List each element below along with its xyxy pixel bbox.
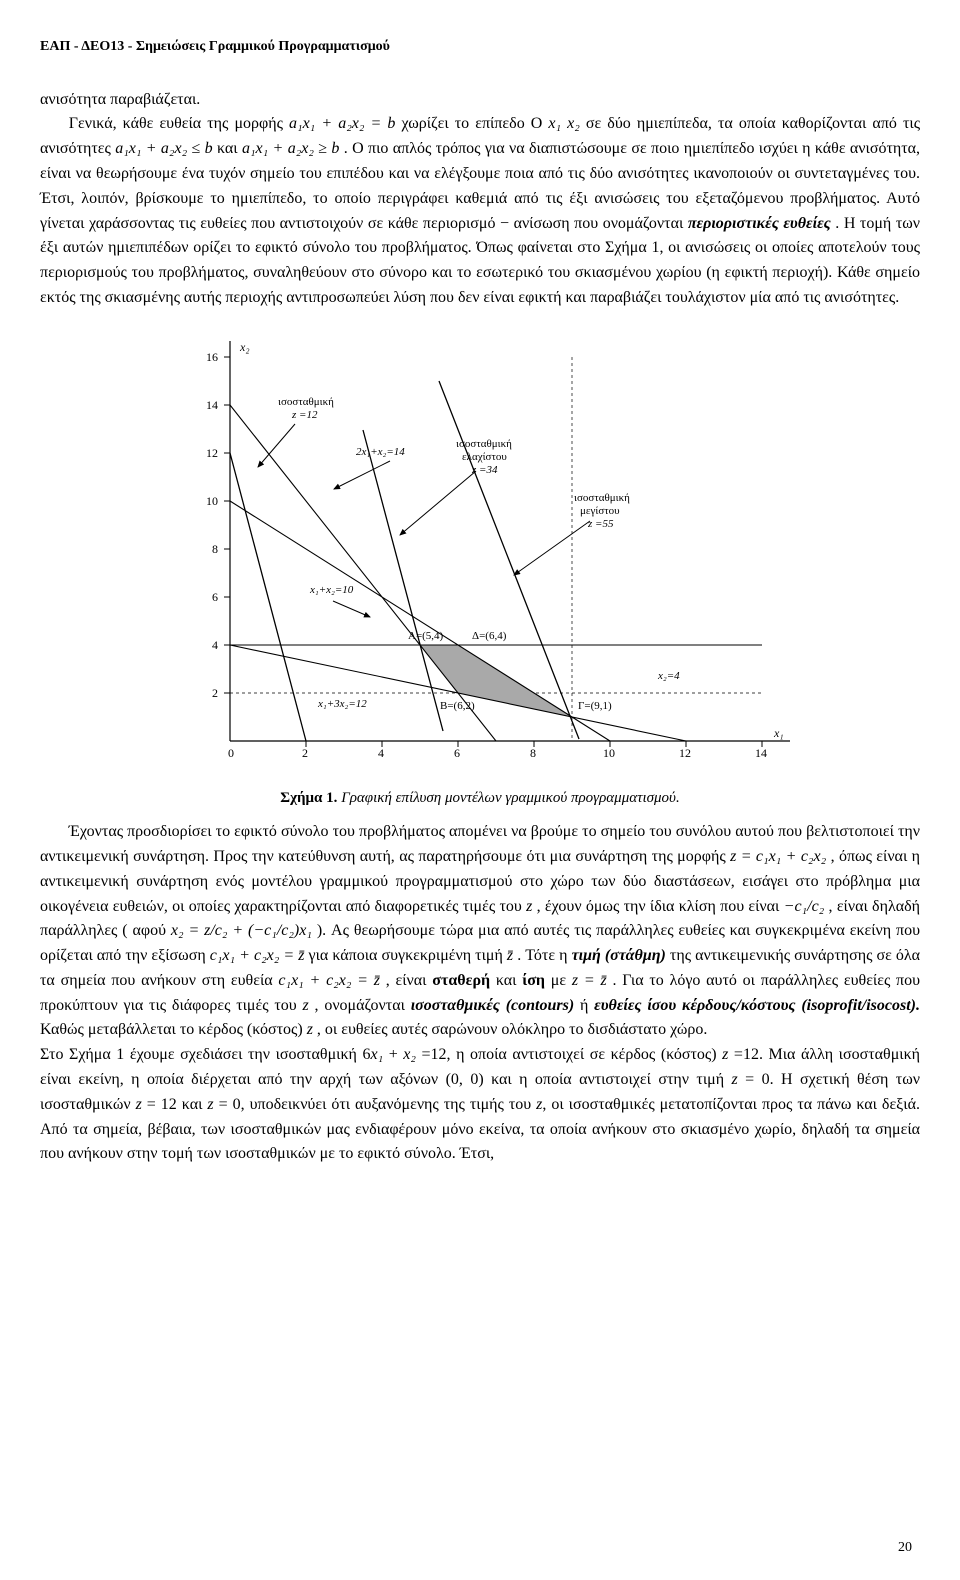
svg-text:2x₁+x₂=14: 2x₁+x₂=14 xyxy=(356,446,405,458)
paragraph-3: Έχοντας προσδιορίσει το εφικτό σύνολο το… xyxy=(40,820,920,1043)
eq-9: c₁x₁ + c₂x₂ = z̄ xyxy=(210,947,305,964)
svg-text:A=(5,4): A=(5,4) xyxy=(408,630,444,642)
svg-text:z =12: z =12 xyxy=(291,409,318,421)
svg-text:ισοσταθμική: ισοσταθμική xyxy=(278,396,334,408)
svg-text:14: 14 xyxy=(755,746,767,760)
svg-text:ισοσταθμική: ισοσταθμική xyxy=(456,438,512,450)
svg-text:2: 2 xyxy=(302,746,308,760)
paragraph-1: ανισότητα παραβιάζεται. xyxy=(40,88,920,113)
svg-text:14: 14 xyxy=(206,398,218,412)
eq-11: c₁x₁ + c₂x₂ = z̄ xyxy=(278,972,380,989)
p3t: Καθώς μεταβάλλεται το κέρδος (κόστος) xyxy=(40,1021,307,1038)
eq-10: z̄ xyxy=(507,947,513,964)
p4a: Στο Σχήμα 1 έχουμε σχεδιάσει την ισοσταθ… xyxy=(40,1046,370,1063)
svg-text:x₁+x₂=10: x₁+x₂=10 xyxy=(309,584,354,596)
caption-lead: Σχήμα 1. xyxy=(280,790,337,806)
svg-text:x₂=4: x₂=4 xyxy=(657,670,680,682)
p2-term-restrictive: περιοριστικές ευθείες xyxy=(688,215,831,232)
svg-text:μεγίστου: μεγίστου xyxy=(580,505,620,517)
p4b: + xyxy=(383,1046,403,1063)
svg-text:6: 6 xyxy=(454,746,460,760)
svg-text:8: 8 xyxy=(530,746,536,760)
lp-chart-svg: 0 2 4 6 8 10 12 14 2 4 6 8 10 12 14 16 xyxy=(160,321,800,781)
p4f: = 12 και xyxy=(142,1096,208,1113)
svg-text:x₂: x₂ xyxy=(239,340,250,354)
svg-text:Γ=(9,1): Γ=(9,1) xyxy=(578,700,612,712)
svg-text:4: 4 xyxy=(212,638,218,652)
p3j: , είναι xyxy=(386,972,433,989)
svg-text:Δ=(6,4): Δ=(6,4) xyxy=(472,630,507,642)
p4-x2: x₂ xyxy=(403,1046,416,1063)
svg-text:B=(6,2): B=(6,2) xyxy=(440,700,475,712)
term-stathmi: τιμή (στάθμη) xyxy=(572,947,666,964)
svg-text:ισοσταθμική: ισοσταθμική xyxy=(574,492,630,504)
p3g: . Τότε η xyxy=(517,947,571,964)
eq-6b: z xyxy=(303,997,309,1014)
svg-text:x₁+3x₂=12: x₁+3x₂=12 xyxy=(317,698,367,710)
p4g: = 0, υποδεικνύει ότι αυξανόμενης της τιμ… xyxy=(214,1096,537,1113)
term-statheri: σταθερή xyxy=(432,972,490,989)
figure-1: 0 2 4 6 8 10 12 14 2 4 6 8 10 12 14 16 xyxy=(160,321,800,781)
svg-text:8: 8 xyxy=(212,542,218,556)
p2-text-a: Γενικά, κάθε ευθεία της μορφής xyxy=(69,115,289,132)
p2-text-d: και xyxy=(217,140,242,157)
term-isoprofit: ευθείες ίσου κέρδους/κόστους (isoprofit/… xyxy=(594,997,920,1014)
term-isi: ίση xyxy=(522,972,545,989)
p3c: , έχουν όμως την ίδια κλίση που είναι xyxy=(537,898,784,915)
svg-text:z =34: z =34 xyxy=(471,464,498,476)
p2-text-b: χωρίζει το επίπεδο Ο xyxy=(401,115,548,132)
eq-1: a₁x₁ + a₂x₂ = b xyxy=(289,115,395,132)
p4-x1: x₁ xyxy=(370,1046,383,1063)
svg-text:16: 16 xyxy=(206,350,218,364)
eq-3: a₁x₁ + a₂x₂ ≤ b xyxy=(115,140,212,157)
eq-5: z = c₁x₁ + c₂x₂ xyxy=(730,848,826,865)
svg-text:x₁: x₁ xyxy=(773,726,784,740)
page-header: ΕΑΠ - ΔΕΟ13 - Σημειώσεις Γραμμικού Προγρ… xyxy=(40,36,920,58)
eq-6c: z xyxy=(307,1021,313,1038)
p3u: , οι ευθείες αυτές σαρώνουν ολόκληρο το … xyxy=(317,1021,707,1038)
p3f: για κάποια συγκεκριμένη τιμή xyxy=(309,947,507,964)
svg-text:z =55: z =55 xyxy=(587,518,614,530)
svg-text:ελαχίστου: ελαχίστου xyxy=(462,451,507,463)
figure-caption: Σχήμα 1. Γραφική επίλυση μοντέλων γραμμι… xyxy=(40,787,920,810)
svg-text:10: 10 xyxy=(206,494,218,508)
caption-rest: Γραφική επίλυση μοντέλων γραμμικού προγρ… xyxy=(337,790,679,806)
paragraph-4: Στο Σχήμα 1 έχουμε σχεδιάσει την ισοσταθ… xyxy=(40,1043,920,1167)
svg-text:6: 6 xyxy=(212,590,218,604)
eq-2: x₁ x₂ xyxy=(548,115,579,132)
svg-text:0: 0 xyxy=(228,746,234,760)
page-number: 20 xyxy=(898,1540,912,1556)
eq-6a: z xyxy=(526,898,532,915)
svg-text:12: 12 xyxy=(206,446,218,460)
eq-7: −c₁/c₂ xyxy=(784,898,825,915)
term-isostathmikes: ισοσταθμικές (contours) xyxy=(411,997,574,1014)
eq-8: x₂ = z/c₂ + (−c₁/c₂)x₁ xyxy=(171,922,312,939)
p3n: με xyxy=(551,972,572,989)
svg-text:4: 4 xyxy=(378,746,384,760)
p3r: ή xyxy=(580,997,594,1014)
svg-text:12: 12 xyxy=(679,746,691,760)
svg-text:2: 2 xyxy=(212,686,218,700)
svg-text:10: 10 xyxy=(603,746,615,760)
p4c: =12, η οποία αντιστοιχεί σε κέρδος (κόστ… xyxy=(416,1046,722,1063)
eq-12: z = z̄ xyxy=(572,972,607,989)
p3l: και xyxy=(496,972,522,989)
eq-4: a₁x₁ + a₂x₂ ≥ b xyxy=(242,140,339,157)
paragraph-2: Γενικά, κάθε ευθεία της μορφής a₁x₁ + a₂… xyxy=(40,112,920,310)
p3p: , ονομάζονται xyxy=(315,997,411,1014)
